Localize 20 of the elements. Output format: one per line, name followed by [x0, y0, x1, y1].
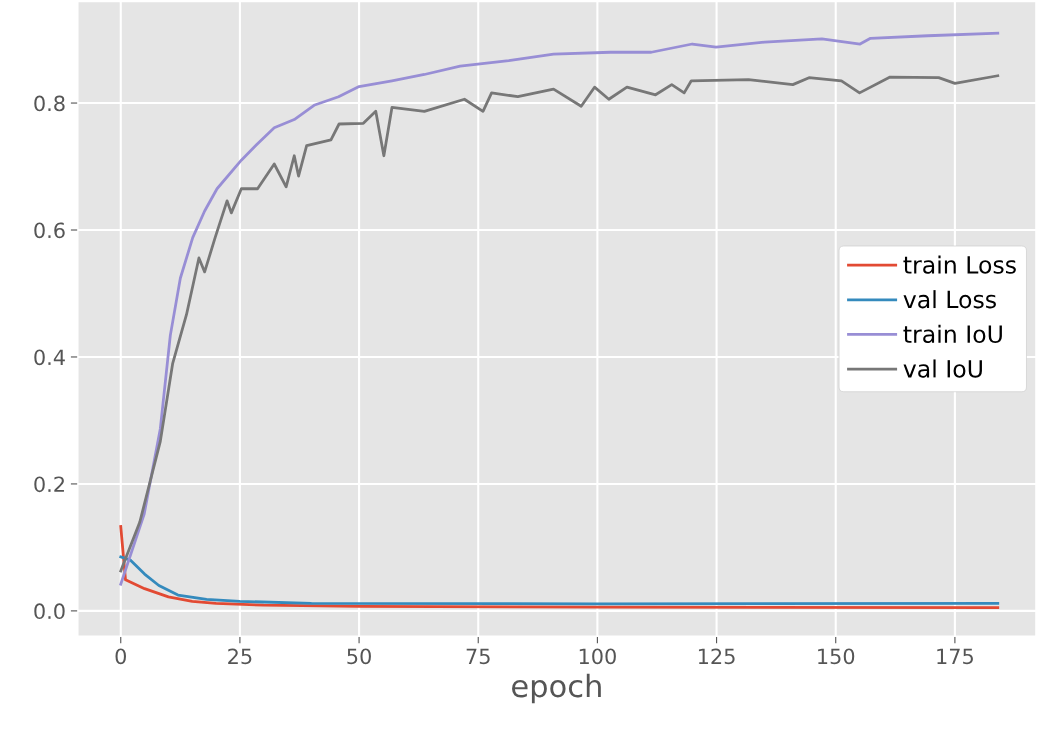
line-series	[119, 525, 1000, 610]
x-tick-label: 75	[466, 648, 490, 665]
x-tick-label: 150	[818, 648, 855, 665]
legend-label: train Loss	[903, 255, 1016, 274]
x-axis-title: epoch	[512, 673, 601, 704]
y-tick-label: 0.0	[34, 603, 65, 620]
legend-label: val Loss	[903, 290, 996, 309]
y-tick-label: 0.4	[34, 349, 65, 366]
legend-label: val IoU	[903, 359, 982, 378]
line-series	[119, 555, 1000, 606]
y-tick-label: 0.2	[34, 476, 64, 493]
x-tick-label: 50	[347, 648, 371, 665]
legend-label: train IoU	[903, 324, 1002, 344]
x-tick-label: 0	[115, 648, 126, 665]
x-tick-label: 25	[228, 648, 252, 665]
x-tick-label: 175	[937, 648, 973, 665]
y-tick-label: 0.6	[34, 222, 65, 239]
x-tick-label: 100	[579, 648, 616, 665]
y-tick-label: 0.8	[34, 95, 65, 112]
x-tick-label: 125	[698, 648, 735, 665]
